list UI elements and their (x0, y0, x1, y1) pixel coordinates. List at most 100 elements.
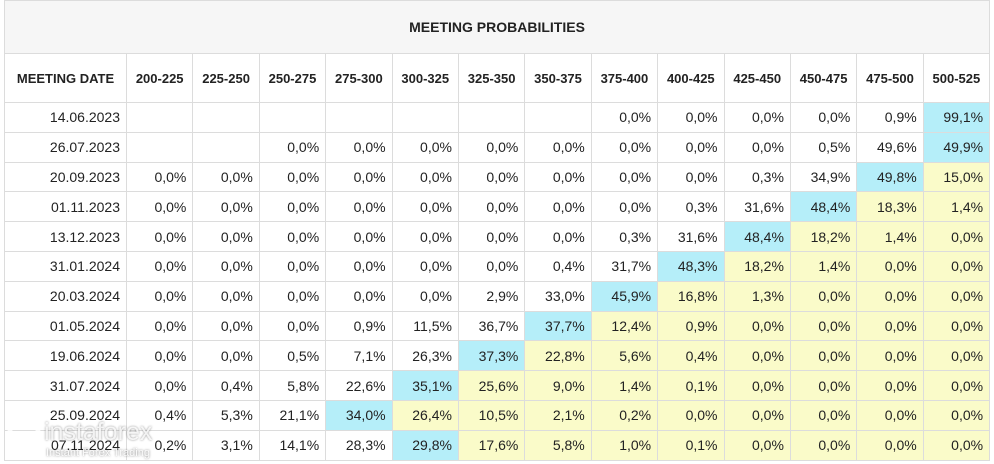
probability-cell: 0,0% (192, 280, 260, 312)
probability-cell: 5,8% (258, 370, 327, 401)
probability-cell: 0,0% (590, 161, 659, 193)
probability-cell: 14,1% (258, 429, 327, 461)
probability-cell: 0,0% (258, 280, 327, 312)
probability-cell: 0,0% (723, 429, 791, 461)
probability-cell: 26,3% (391, 340, 459, 372)
probability-cell: 0,3% (657, 191, 725, 223)
probability-cell: 11,5% (391, 310, 459, 342)
probability-cell: 0,0% (457, 221, 526, 252)
column-header: 375-400 (590, 53, 659, 103)
probability-cell: 0,0% (856, 250, 924, 282)
column-header: 425-450 (723, 53, 791, 103)
probability-cell: 0,0% (524, 191, 592, 223)
probability-cell: 37,7% (524, 310, 592, 342)
probability-cell: 0,0% (922, 221, 991, 252)
column-header: 325-350 (457, 53, 526, 103)
probability-cell: 22,8% (524, 340, 592, 372)
probability-cell: 0,0% (258, 250, 327, 282)
probability-cell (258, 102, 327, 133)
probability-cell: 0,0% (590, 191, 659, 223)
probability-cell: 0,0% (856, 280, 924, 312)
probability-cell: 0,0% (524, 131, 592, 163)
probability-cell: 0,5% (258, 340, 327, 372)
column-header: 300-325 (391, 53, 459, 103)
probability-cell: 1,4% (590, 370, 659, 401)
probability-cell: 0,0% (325, 280, 393, 312)
probability-cell: 0,0% (723, 370, 791, 401)
column-header: 225-250 (192, 53, 260, 103)
probability-cell: 0,0% (789, 102, 858, 133)
probability-cell: 0,0% (391, 191, 459, 223)
probability-cell: 0,0% (789, 310, 858, 342)
data-row: 26.07.2023 0,0% 0,0% 0,0% 0,0% 0,0% 0,0% 0,0% 0,… (4, 131, 991, 163)
probability-cell: 0,0% (457, 250, 526, 282)
probability-cell: 0,1% (657, 370, 725, 401)
column-header: 250-275 (258, 53, 327, 103)
probability-cell: 0,0% (789, 429, 858, 461)
meeting-date: 13.12.2023 (4, 221, 127, 252)
probability-cell: 28,3% (325, 429, 393, 461)
column-header: 400-425 (657, 53, 725, 103)
probability-cell: 5,6% (590, 340, 659, 372)
probability-cell: 0,0% (922, 310, 991, 342)
probability-cell: 0,0% (125, 250, 194, 282)
probability-cell: 3,1% (192, 429, 260, 461)
probability-cell: 36,7% (457, 310, 526, 342)
probability-cell: 0,9% (657, 310, 725, 342)
probability-cell (325, 102, 393, 133)
probability-cell: 37,3% (457, 340, 526, 372)
probability-cell: 0,0% (657, 131, 725, 163)
probability-cell: 34,0% (325, 399, 393, 431)
probability-cell: 0,0% (192, 340, 260, 372)
probability-cell: 0,0% (192, 161, 260, 193)
probability-cell: 1,4% (856, 221, 924, 252)
probability-cell: 0,2% (125, 429, 194, 461)
probability-cell: 1,3% (723, 280, 791, 312)
probability-cell: 35,1% (391, 370, 459, 401)
column-header: 500-525 (922, 53, 991, 103)
probability-cell: 21,1% (258, 399, 327, 431)
probability-cell: 0,0% (524, 161, 592, 193)
probability-cell: 0,0% (723, 310, 791, 342)
probability-cell: 9,0% (524, 370, 592, 401)
probability-cell: 0,4% (657, 340, 725, 372)
probability-cell: 0,9% (325, 310, 393, 342)
probability-cell: 18,3% (856, 191, 924, 223)
probability-cell: 0,0% (192, 221, 260, 252)
probability-cell: 0,0% (590, 102, 659, 133)
table-title: MEETING PROBABILITIES (3, 0, 991, 54)
probability-cell: 0,4% (192, 370, 260, 401)
probability-cell: 0,0% (922, 399, 991, 431)
probability-cell: 0,0% (391, 131, 459, 163)
probability-cell: 0,4% (125, 399, 194, 431)
meeting-date: 19.06.2024 (4, 340, 127, 372)
probability-cell: 0,0% (258, 310, 327, 342)
probability-cell: 0,0% (258, 191, 327, 223)
probability-cell: 0,0% (125, 340, 194, 372)
probability-cell: 17,6% (457, 429, 526, 461)
column-header: 275-300 (325, 53, 393, 103)
probability-cell: 0,9% (856, 102, 924, 133)
probability-cell: 0,0% (258, 161, 327, 193)
meeting-date: 01.05.2024 (4, 310, 127, 342)
probability-cell: 48,4% (723, 221, 791, 252)
meeting-date: 20.09.2023 (4, 161, 127, 193)
probability-cell: 0,0% (590, 131, 659, 163)
meeting-date: 25.09.2024 (4, 399, 127, 431)
probability-cell (457, 102, 526, 133)
probability-cell: 1,4% (789, 250, 858, 282)
probability-cell: 0,0% (125, 191, 194, 223)
probability-cell: 0,1% (657, 429, 725, 461)
probability-cell: 0,0% (723, 131, 791, 163)
data-row: 19.06.2024 0,0% 0,0% 0,5% 7,1% 26,3% 37,3% 22,8… (4, 340, 991, 372)
probability-cell: 26,4% (391, 399, 459, 431)
probability-cell: 0,0% (258, 131, 327, 163)
probability-cell: 1,4% (922, 191, 991, 223)
data-row: 07.11.2024 0,2% 3,1% 14,1% 28,3% 29,8% 17,6% 5,… (4, 429, 991, 461)
probability-cell: 0,0% (922, 429, 991, 461)
meeting-date: 20.03.2024 (4, 280, 127, 312)
probability-cell: 34,9% (789, 161, 858, 193)
probability-cell: 0,0% (192, 250, 260, 282)
probability-cell: 0,0% (789, 370, 858, 401)
